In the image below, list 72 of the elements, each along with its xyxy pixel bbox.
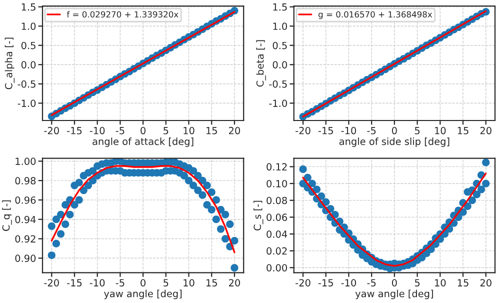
x-tick-label: 20	[480, 279, 492, 286]
x-tick-label: 10	[184, 126, 194, 134]
x-tick-label: 5	[164, 127, 168, 134]
x-tick-label: -20	[44, 126, 59, 134]
y-tick-label: -0.5	[18, 80, 36, 88]
y-tick-label: 0.0	[272, 61, 287, 68]
x-tick-label: 0	[140, 126, 146, 134]
x-tick-label: 15	[458, 279, 468, 286]
x-tick-label: -5	[367, 279, 376, 286]
x-tick-label: 5	[164, 279, 168, 286]
x-tick-label: 20	[228, 279, 240, 286]
y-axis-title: C_beta [-]	[256, 40, 266, 87]
y-tick-label: 0.5	[21, 42, 36, 50]
y-tick-label: 0.12	[266, 163, 287, 171]
x-tick-label: 20	[480, 126, 492, 134]
x-tick-label: -20	[44, 279, 59, 286]
y-tick-label: 1.5	[273, 3, 287, 11]
legend-label: f = 0.029270 + 1.339320x	[66, 11, 178, 18]
y-axis-title: C_alpha [-]	[4, 38, 15, 90]
line-series	[302, 172, 487, 267]
y-tick-label: 0.02	[266, 247, 287, 255]
y-axis-title: C_s [-]	[254, 200, 264, 230]
x-tick-label: -15	[67, 127, 82, 134]
x-axis-title: yaw angle [deg]	[355, 290, 433, 300]
y-tick-label: 0.04	[266, 230, 288, 238]
y-tick-label: 1.00	[16, 158, 36, 166]
x-tick-label: -10	[90, 279, 105, 286]
x-tick-label: 15	[458, 127, 468, 134]
x-tick-label: 5	[414, 279, 420, 286]
x-axis-title: yaw angle [deg]	[104, 290, 182, 300]
y-tick-label: -1.0	[18, 100, 36, 107]
x-tick-label: 0	[392, 279, 397, 286]
y-tick-label: 1.0	[22, 22, 36, 30]
x-tick-label: -5	[367, 127, 376, 134]
x-tick-label: -20	[296, 126, 310, 134]
x-tick-label: 10	[435, 279, 446, 286]
x-tick-label: 10	[184, 279, 194, 286]
x-tick-label: -10	[341, 279, 356, 286]
y-axis-title: C_q [-]	[2, 200, 12, 231]
x-tick-label: -10	[90, 126, 105, 134]
y-tick-label: 0.5	[272, 42, 287, 50]
y-tick-label: 0.10	[266, 180, 287, 188]
y-tick-label: 0.08	[266, 196, 287, 204]
x-tick-label: 15	[206, 127, 217, 134]
y-tick-label: 0.96	[15, 196, 36, 204]
x-tick-label: 20	[228, 126, 240, 134]
y-tick-label: 0.06	[266, 214, 288, 221]
y-tick-label: 1.0	[273, 22, 287, 30]
x-tick-label: -5	[116, 127, 124, 134]
x-tick-label: 5	[414, 127, 420, 134]
legend-label: g = 0.016570 + 1.368498x	[318, 11, 432, 20]
x-tick-label: -20	[296, 279, 310, 286]
x-tick-label: 10	[435, 126, 446, 134]
x-tick-label: 15	[206, 279, 217, 286]
y-tick-label: 1.5	[22, 3, 36, 11]
y-tick-label: 0.92	[15, 235, 36, 243]
y-tick-label: -0.5	[269, 80, 287, 88]
y-tick-label: 0.00	[266, 264, 287, 272]
y-tick-label: 0.0	[21, 61, 36, 68]
y-tick-label: 0.94	[15, 216, 36, 224]
y-tick-label: 0.90	[15, 254, 36, 262]
x-tick-label: 0	[392, 126, 397, 134]
x-tick-label: -10	[341, 126, 356, 134]
x-axis-title: angle of side slip [deg]	[339, 138, 450, 147]
x-tick-label: -15	[318, 127, 333, 134]
x-tick-label: -5	[116, 279, 124, 286]
x-tick-label: -15	[318, 279, 333, 286]
x-tick-label: 0	[140, 279, 146, 286]
y-tick-label: 0.98	[15, 177, 36, 184]
y-tick-label: -1.0	[269, 100, 287, 107]
x-axis-title: angle of attack [deg]	[92, 138, 194, 147]
x-tick-label: -15	[67, 279, 82, 286]
